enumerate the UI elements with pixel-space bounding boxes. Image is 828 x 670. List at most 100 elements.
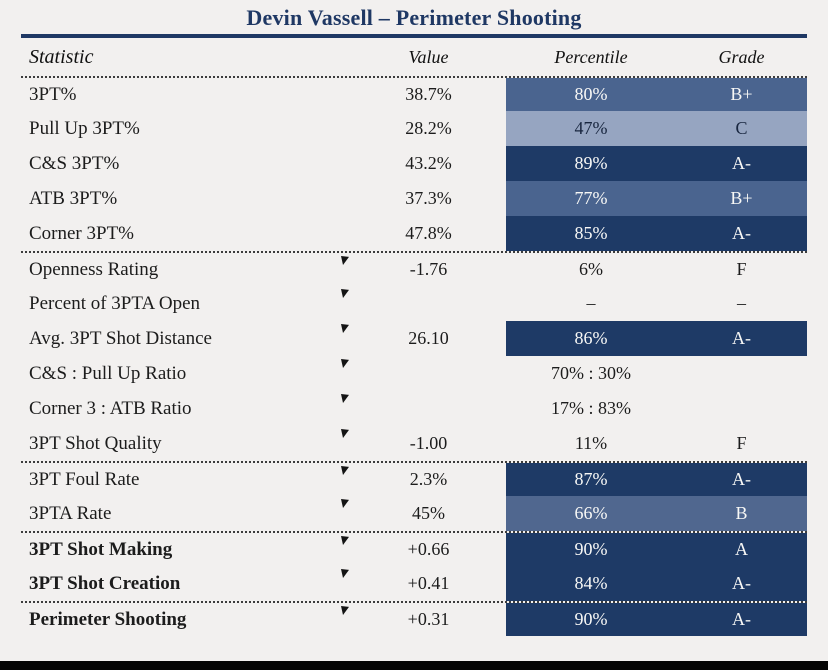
statistic-label: Corner 3PT% [29,222,135,244]
percentile-cell: 84% [506,566,676,601]
bottom-border-bar [0,661,828,670]
percentile-cell: 70% : 30% [551,363,631,383]
percentile-cell: 85% [506,216,676,251]
value-cell: +0.41 [407,573,450,593]
statistic-label: 3PT Foul Rate [29,468,140,490]
percentile-cell: 77% [506,181,676,216]
note-corner-icon [341,499,349,508]
statistic-label: C&S : Pull Up Ratio [29,362,187,384]
percentile-cell: 6% [579,259,603,279]
value-cell: -1.76 [409,259,448,279]
value-cell [351,356,506,391]
grade-cell: A- [676,603,807,636]
grade-cell: A- [676,566,807,601]
percentile-cell: 87% [506,463,676,496]
value-cell [351,391,506,426]
grade-cell: B+ [676,78,807,111]
table-row: 3PT Shot Quality -1.00 11% F [21,426,807,461]
table-row: 3PT Shot Making +0.66 90% A [21,531,807,566]
note-corner-icon [341,466,349,475]
grade-cell: F [736,259,747,279]
percentile-cell: 86% [506,321,676,356]
statistic-label: Avg. 3PT Shot Distance [29,327,212,349]
value-cell: 45% [412,503,445,523]
note-corner-icon [341,324,349,333]
grade-cell: C [676,111,807,146]
note-corner-icon [341,289,349,298]
value-cell: +0.66 [407,539,450,559]
value-cell: +0.31 [407,609,450,629]
column-header-grade: Grade [718,46,765,67]
percentile-cell: 89% [506,146,676,181]
value-cell: 38.7% [405,84,452,104]
grade-cell: B [676,496,807,531]
value-cell [351,286,506,321]
value-cell: 28.2% [405,118,452,138]
percentile-cell: 47% [506,111,676,146]
note-corner-icon [341,394,349,403]
note-corner-icon [341,569,349,578]
percentile-cell: 66% [506,496,676,531]
grade-cell [676,356,807,391]
table-body: 3PT% 38.7% 80% B+ Pull Up 3PT% 28.2% 47%… [21,76,807,636]
statistic-label: 3PTA Rate [29,502,112,524]
statistic-label: 3PT Shot Creation [29,572,181,594]
value-cell: 2.3% [409,469,448,489]
statistic-label: Perimeter Shooting [29,608,187,630]
grade-cell: F [736,433,747,453]
table-row: Corner 3 : ATB Ratio 17% : 83% [21,391,807,426]
value-cell: 47.8% [405,223,452,243]
note-corner-icon [341,429,349,438]
value-cell: 37.3% [405,188,452,208]
statistic-label: ATB 3PT% [29,187,118,209]
card-title: Devin Vassell – Perimeter Shooting [21,0,807,38]
table-row: Pull Up 3PT% 28.2% 47% C [21,111,807,146]
percentile-cell: 17% : 83% [551,398,631,418]
value-cell: 43.2% [405,153,452,173]
statistic-label: C&S 3PT% [29,152,120,174]
table-row: 3PT% 38.7% 80% B+ [21,76,807,111]
statistic-label: 3PT Shot Quality [29,432,162,454]
percentile-cell: 80% [506,78,676,111]
percentile-cell: 90% [506,533,676,566]
table-row: Avg. 3PT Shot Distance 26.10 86% A- [21,321,807,356]
grade-cell: – [737,293,746,313]
percentile-cell: – [586,293,596,313]
note-corner-icon [341,536,349,545]
note-corner-icon [341,606,349,615]
table-row: Corner 3PT% 47.8% 85% A- [21,216,807,251]
table-row: 3PT Shot Creation +0.41 84% A- [21,566,807,601]
table-row: C&S 3PT% 43.2% 89% A- [21,146,807,181]
grade-cell: B+ [676,181,807,216]
statistic-label: 3PT Shot Making [29,538,173,560]
grade-cell [676,391,807,426]
table-row: 3PTA Rate 45% 66% B [21,496,807,531]
grade-cell: A- [676,321,807,356]
statistic-label: Pull Up 3PT% [29,117,140,139]
table-row: Perimeter Shooting +0.31 90% A- [21,601,807,636]
value-cell: -1.00 [409,433,448,453]
table-row: Openness Rating -1.76 6% F [21,251,807,286]
table-row: C&S : Pull Up Ratio 70% : 30% [21,356,807,391]
statistic-label: Openness Rating [29,258,159,280]
value-cell: 26.10 [408,328,449,348]
stats-table: Statistic Value Percentile Grade 3PT% 38… [21,38,807,636]
table-row: ATB 3PT% 37.3% 77% B+ [21,181,807,216]
grade-cell: A [676,533,807,566]
statistic-label: 3PT% [29,83,77,105]
column-header-percentile: Percentile [554,46,628,67]
note-corner-icon [341,256,349,265]
grade-cell: A- [676,216,807,251]
stats-card: Devin Vassell – Perimeter Shooting Stati… [21,0,807,636]
column-header-statistic: Statistic [29,45,94,68]
table-row: Percent of 3PTA Open – – [21,286,807,321]
statistic-label: Percent of 3PTA Open [29,292,201,314]
percentile-cell: 90% [506,603,676,636]
note-corner-icon [341,359,349,368]
table-row: 3PT Foul Rate 2.3% 87% A- [21,461,807,496]
grade-cell: A- [676,463,807,496]
grade-cell: A- [676,146,807,181]
column-header-value: Value [408,46,449,67]
percentile-cell: 11% [574,433,608,453]
table-header-row: Statistic Value Percentile Grade [21,38,807,76]
